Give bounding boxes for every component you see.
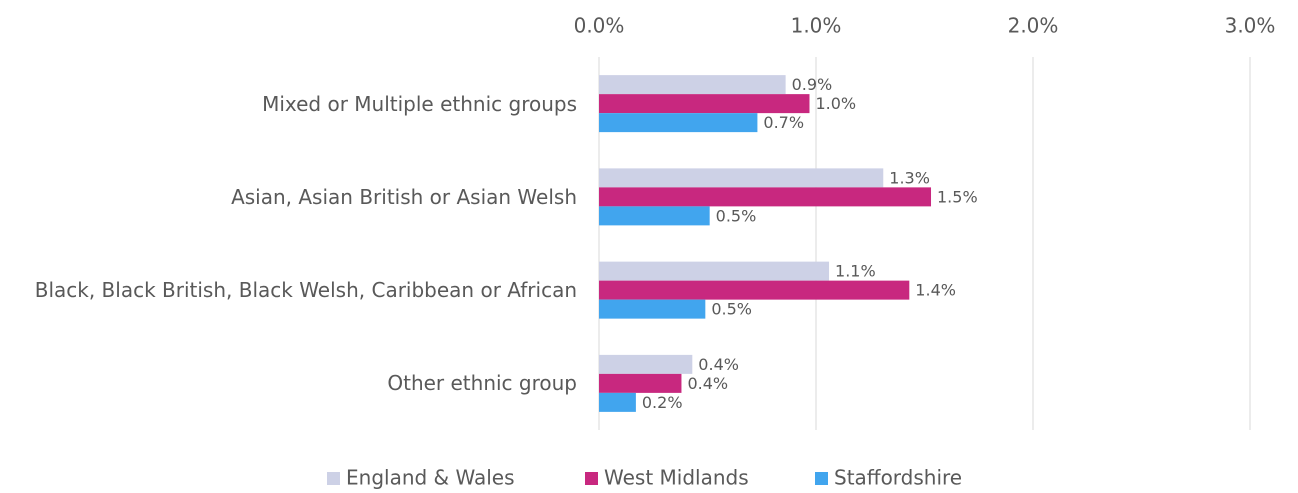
- data-label: 0.4%: [687, 374, 728, 393]
- bar: [599, 354, 693, 374]
- data-label: 1.3%: [889, 168, 930, 187]
- legend-label: West Midlands: [604, 466, 749, 490]
- bar: [599, 75, 786, 95]
- x-tick-label: 3.0%: [1225, 14, 1276, 38]
- data-label: 1.1%: [835, 262, 876, 281]
- data-label: 0.7%: [763, 113, 804, 132]
- bar: [599, 94, 810, 114]
- legend-swatch: [815, 472, 828, 485]
- data-label: 1.0%: [815, 94, 856, 113]
- x-tick-label: 2.0%: [1008, 14, 1059, 38]
- data-label: 1.5%: [937, 187, 978, 206]
- data-label: 0.4%: [698, 355, 739, 374]
- x-tick-label: 1.0%: [791, 14, 842, 38]
- data-label: 0.5%: [716, 206, 757, 225]
- category-label: Black, Black British, Black Welsh, Carib…: [34, 278, 577, 303]
- bar: [599, 373, 682, 393]
- bar: [599, 113, 758, 133]
- bar: [599, 187, 932, 207]
- bar: [599, 206, 710, 226]
- bar: [599, 280, 910, 300]
- data-label: 0.5%: [711, 300, 752, 319]
- legend-label: England & Wales: [346, 466, 515, 490]
- data-label: 1.4%: [915, 281, 956, 300]
- bar: [599, 299, 706, 319]
- data-label: 0.9%: [792, 75, 833, 94]
- legend-swatch: [327, 472, 340, 485]
- legend-swatch: [585, 472, 598, 485]
- legend-label: Staffordshire: [834, 466, 962, 490]
- bar: [599, 261, 830, 281]
- category-label: Other ethnic group: [387, 371, 577, 396]
- x-tick-label: 0.0%: [574, 14, 625, 38]
- category-label: Mixed or Multiple ethnic groups: [262, 91, 577, 116]
- data-label: 0.2%: [642, 393, 683, 412]
- category-label: Asian, Asian British or Asian Welsh: [231, 184, 577, 209]
- bar: [599, 168, 884, 188]
- bar: [599, 392, 636, 412]
